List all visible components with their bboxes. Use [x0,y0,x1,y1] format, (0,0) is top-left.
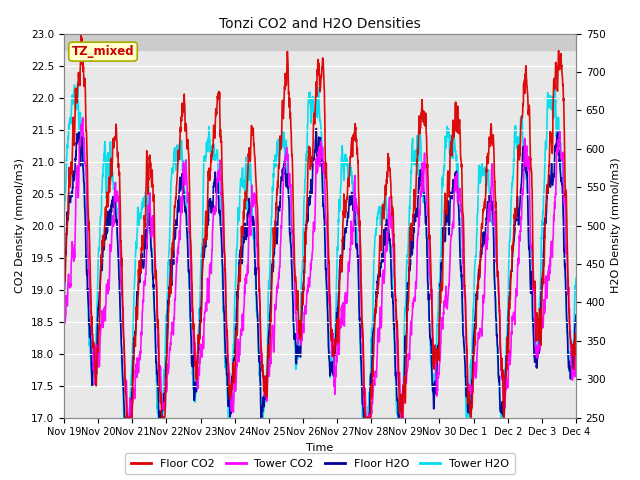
Y-axis label: H2O Density (mmol/m3): H2O Density (mmol/m3) [611,158,621,293]
X-axis label: Time: Time [307,443,333,453]
Title: Tonzi CO2 and H2O Densities: Tonzi CO2 and H2O Densities [219,17,421,31]
Y-axis label: CO2 Density (mmol/m3): CO2 Density (mmol/m3) [15,158,26,293]
Legend: Floor CO2, Tower CO2, Floor H2O, Tower H2O: Floor CO2, Tower CO2, Floor H2O, Tower H… [125,453,515,474]
Bar [64,1,576,49]
Text: TZ_mixed: TZ_mixed [72,45,134,58]
